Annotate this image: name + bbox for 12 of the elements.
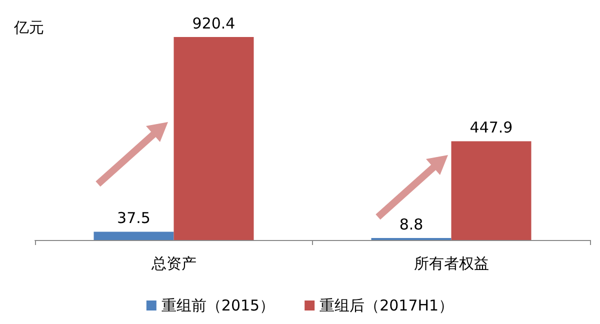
y-axis-title: 亿元 — [13, 18, 44, 36]
x-tick-label: 所有者权益 — [414, 254, 489, 272]
data-label: 920.4 — [192, 14, 236, 32]
bar — [94, 232, 174, 240]
legend-label: 重组后（2017H1） — [320, 296, 454, 314]
x-tick-label: 总资产 — [150, 254, 196, 272]
bar — [451, 141, 532, 240]
legend-label: 重组前（2015） — [161, 296, 275, 314]
data-label: 447.9 — [470, 118, 513, 137]
data-label: 37.5 — [117, 209, 150, 228]
data-label: 8.8 — [399, 216, 424, 234]
bar — [174, 37, 254, 240]
